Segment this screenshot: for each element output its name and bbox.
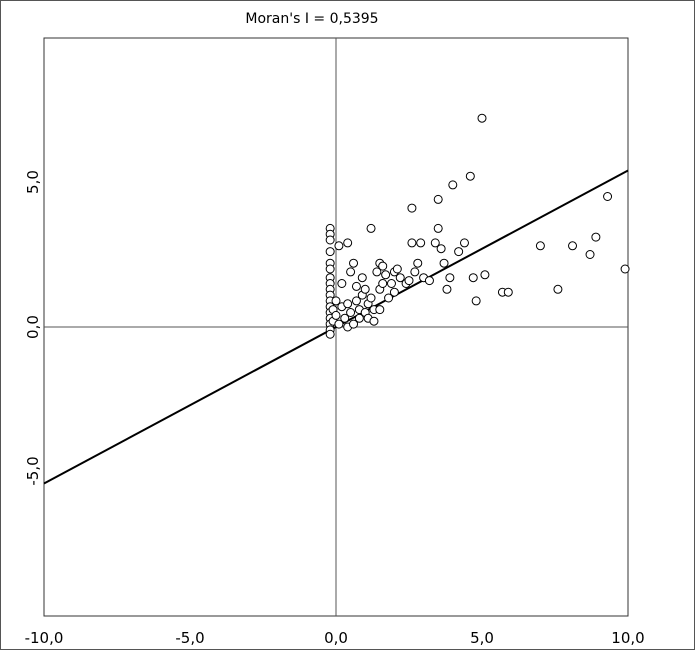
data-point xyxy=(349,319,359,329)
data-point xyxy=(585,250,595,259)
data-point xyxy=(477,113,487,123)
data-point xyxy=(407,203,417,213)
data-point xyxy=(360,284,370,294)
data-point xyxy=(407,238,417,248)
data-point xyxy=(603,192,613,201)
x-tick-label: 0,0 xyxy=(324,629,348,647)
data-point xyxy=(334,319,344,329)
y-axis-ticks: 5,0 0,0 -5,0 xyxy=(24,170,42,486)
data-point xyxy=(378,279,388,288)
data-point xyxy=(325,264,335,274)
y-tick-label: 5,0 xyxy=(24,170,42,194)
data-point xyxy=(424,276,434,286)
data-point xyxy=(392,264,402,274)
data-point xyxy=(369,316,379,326)
data-point xyxy=(378,261,388,271)
y-tick-label: 0,0 xyxy=(24,315,42,339)
x-axis-ticks: -10,0 -5,0 0,0 5,0 10,0 xyxy=(25,629,645,647)
data-point xyxy=(381,270,391,280)
data-point xyxy=(620,264,630,274)
data-point xyxy=(354,313,364,323)
data-point xyxy=(349,258,359,268)
data-point xyxy=(503,287,513,297)
data-point xyxy=(325,329,335,339)
x-tick-label: -10,0 xyxy=(25,629,64,647)
data-point xyxy=(591,232,601,242)
data-point xyxy=(416,238,426,248)
data-point xyxy=(325,235,335,245)
data-point xyxy=(340,313,350,323)
data-point xyxy=(389,287,399,297)
data-point xyxy=(442,284,452,294)
data-point xyxy=(343,299,353,309)
data-point xyxy=(325,247,335,257)
data-point xyxy=(375,305,385,315)
data-point xyxy=(468,273,478,283)
data-point xyxy=(465,171,475,181)
data-point xyxy=(343,238,353,248)
data-point xyxy=(433,194,443,204)
x-tick-label: 10,0 xyxy=(611,629,644,647)
data-point xyxy=(395,273,405,283)
y-tick-label: -5,0 xyxy=(24,456,42,485)
data-point xyxy=(366,293,376,303)
data-point xyxy=(433,223,443,233)
data-point xyxy=(366,223,376,233)
data-point xyxy=(448,180,458,190)
data-point xyxy=(568,241,578,251)
data-point xyxy=(439,258,449,268)
data-point xyxy=(331,296,341,306)
data-point xyxy=(436,244,446,254)
x-tick-label: -5,0 xyxy=(175,629,204,647)
data-point xyxy=(351,296,361,306)
data-point xyxy=(445,273,455,283)
data-point xyxy=(346,267,356,277)
data-point xyxy=(430,238,440,248)
data-point xyxy=(334,241,344,251)
data-point xyxy=(553,284,563,294)
data-point xyxy=(337,279,347,288)
data-point xyxy=(346,308,356,317)
data-point xyxy=(535,241,545,251)
data-point xyxy=(471,296,481,306)
x-tick-label: 5,0 xyxy=(470,629,494,647)
data-points xyxy=(325,113,630,339)
data-point xyxy=(480,270,490,280)
data-point xyxy=(384,293,394,303)
data-point xyxy=(459,238,469,248)
data-point xyxy=(357,273,367,283)
data-point xyxy=(410,267,420,277)
data-point xyxy=(331,310,341,320)
data-point xyxy=(386,279,396,288)
data-point xyxy=(372,267,382,277)
data-point xyxy=(404,276,414,286)
data-point xyxy=(413,258,423,268)
chart-title: Moran's I = 0,5395 xyxy=(245,11,378,27)
data-point xyxy=(454,247,464,257)
data-point xyxy=(351,281,361,291)
